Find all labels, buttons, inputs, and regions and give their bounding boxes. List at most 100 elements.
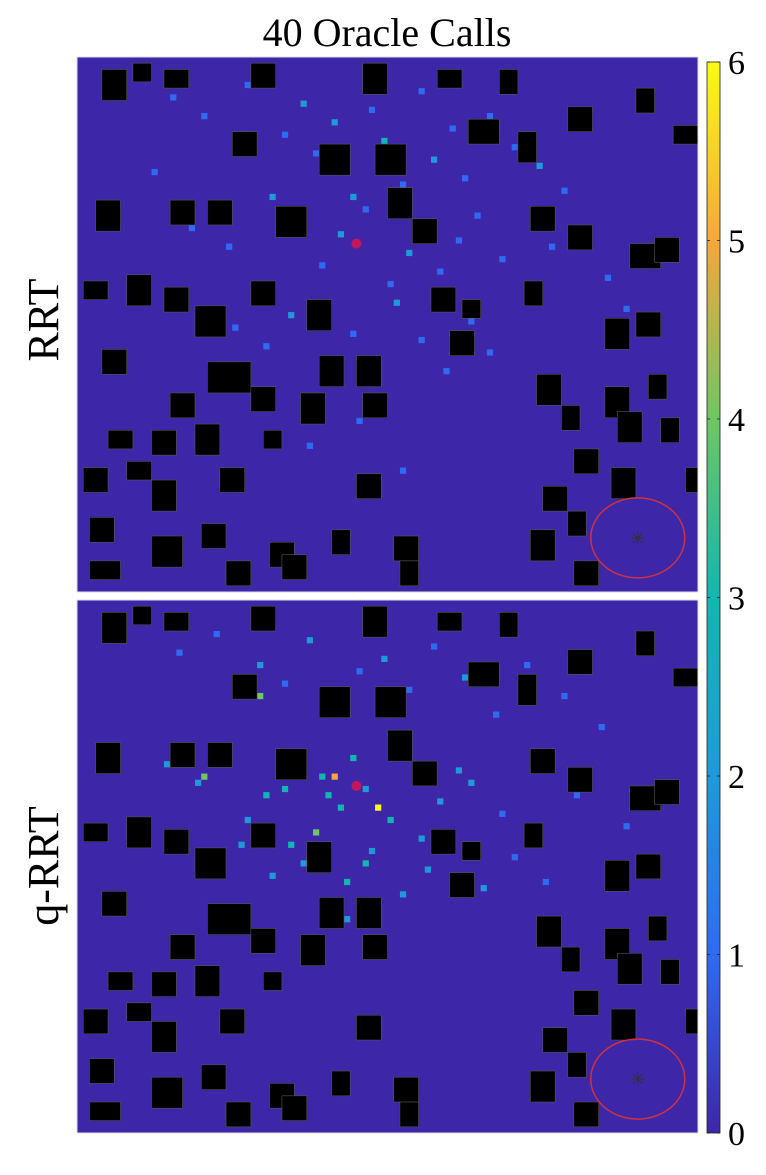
obstacle xyxy=(616,952,643,985)
heat-cell xyxy=(281,785,289,793)
obstacle xyxy=(132,62,152,83)
panel-border xyxy=(76,599,699,1134)
heat-cell xyxy=(201,112,208,120)
obstacle xyxy=(331,529,351,555)
obstacle xyxy=(169,934,196,960)
heat-cell xyxy=(257,661,264,669)
obstacle xyxy=(387,187,413,220)
heat-cell xyxy=(244,816,251,824)
goal-region xyxy=(590,497,686,579)
obstacle xyxy=(530,206,556,232)
obstacle xyxy=(225,560,252,587)
obstacle xyxy=(132,605,152,626)
heat-cell xyxy=(288,841,295,848)
obstacle xyxy=(635,311,662,338)
obstacle xyxy=(660,959,680,985)
heat-cell xyxy=(455,767,463,774)
heat-cell xyxy=(381,655,388,662)
colorbar-tick-label: 0 xyxy=(728,1116,745,1153)
heat-cell xyxy=(511,144,518,151)
obstacle xyxy=(430,286,457,313)
heat-cell xyxy=(331,773,338,780)
heat-cell xyxy=(468,318,475,325)
heat-cell xyxy=(201,773,208,780)
obstacle xyxy=(436,69,463,89)
heat-cell xyxy=(226,243,233,250)
heat-cell xyxy=(623,823,630,830)
obstacle xyxy=(95,199,121,232)
obstacle xyxy=(194,847,227,880)
obstacle xyxy=(151,971,177,997)
obstacle xyxy=(498,69,519,95)
obstacle xyxy=(231,674,258,700)
heat-cell xyxy=(257,692,264,700)
obstacle xyxy=(393,535,419,562)
heat-cell xyxy=(437,268,444,275)
heat-cell xyxy=(375,804,382,811)
heat-cell xyxy=(387,280,394,288)
obstacle xyxy=(163,829,190,855)
heat-cell xyxy=(387,816,394,824)
obstacle xyxy=(281,554,308,580)
heat-cell xyxy=(499,810,506,817)
obstacle xyxy=(356,355,382,388)
obstacle xyxy=(318,686,351,719)
obstacle xyxy=(207,361,252,394)
heat-cell xyxy=(511,854,518,861)
obstacle xyxy=(542,485,568,512)
obstacle xyxy=(101,890,127,917)
obstacle xyxy=(362,62,388,95)
obstacle xyxy=(672,125,699,145)
obstacle xyxy=(89,560,121,580)
obstacle xyxy=(250,62,277,89)
start-point xyxy=(351,238,362,249)
heat-cell xyxy=(524,661,531,669)
obstacle xyxy=(573,990,599,1016)
obstacle xyxy=(101,69,127,101)
heat-cell xyxy=(356,668,363,675)
obstacle xyxy=(610,1008,637,1041)
obstacle xyxy=(89,517,115,543)
heat-cell xyxy=(486,349,494,356)
obstacle xyxy=(648,915,668,942)
heat-cell xyxy=(493,711,500,718)
start-point xyxy=(351,780,362,791)
obstacle xyxy=(107,429,134,450)
obstacle xyxy=(126,274,152,307)
colorbar-tick-label: 2 xyxy=(728,759,745,796)
obstacle xyxy=(561,946,581,973)
heat-cell xyxy=(263,343,270,350)
obstacle xyxy=(573,560,599,587)
obstacle xyxy=(318,355,345,388)
obstacle xyxy=(169,392,196,419)
heat-cell xyxy=(424,866,431,873)
heat-cell xyxy=(176,649,183,656)
obstacle xyxy=(530,748,556,774)
heat-cell xyxy=(598,723,605,731)
obstacle xyxy=(542,1027,568,1053)
heat-cell xyxy=(437,798,444,805)
heat-cell xyxy=(368,106,376,113)
chart-title: 40 Oracle Calls xyxy=(263,10,512,55)
obstacle xyxy=(151,1076,183,1109)
heat-cell xyxy=(344,878,351,886)
obstacle xyxy=(275,206,308,238)
heat-cell xyxy=(573,792,581,799)
obstacle xyxy=(374,143,407,176)
panel-border xyxy=(76,56,699,593)
heat-cell xyxy=(319,773,326,780)
obstacle xyxy=(461,841,481,861)
obstacle xyxy=(275,748,308,781)
heat-cell xyxy=(536,162,543,169)
obstacle xyxy=(82,1008,109,1035)
obstacle xyxy=(660,417,680,443)
heat-cell xyxy=(393,299,400,306)
obstacle xyxy=(163,286,190,313)
heat-cell xyxy=(325,792,332,799)
obstacle xyxy=(374,686,407,719)
heat-cell xyxy=(306,442,313,449)
obstacle xyxy=(194,423,221,456)
colorbar-tick-label: 1 xyxy=(728,938,745,975)
heat-cell xyxy=(312,150,320,157)
